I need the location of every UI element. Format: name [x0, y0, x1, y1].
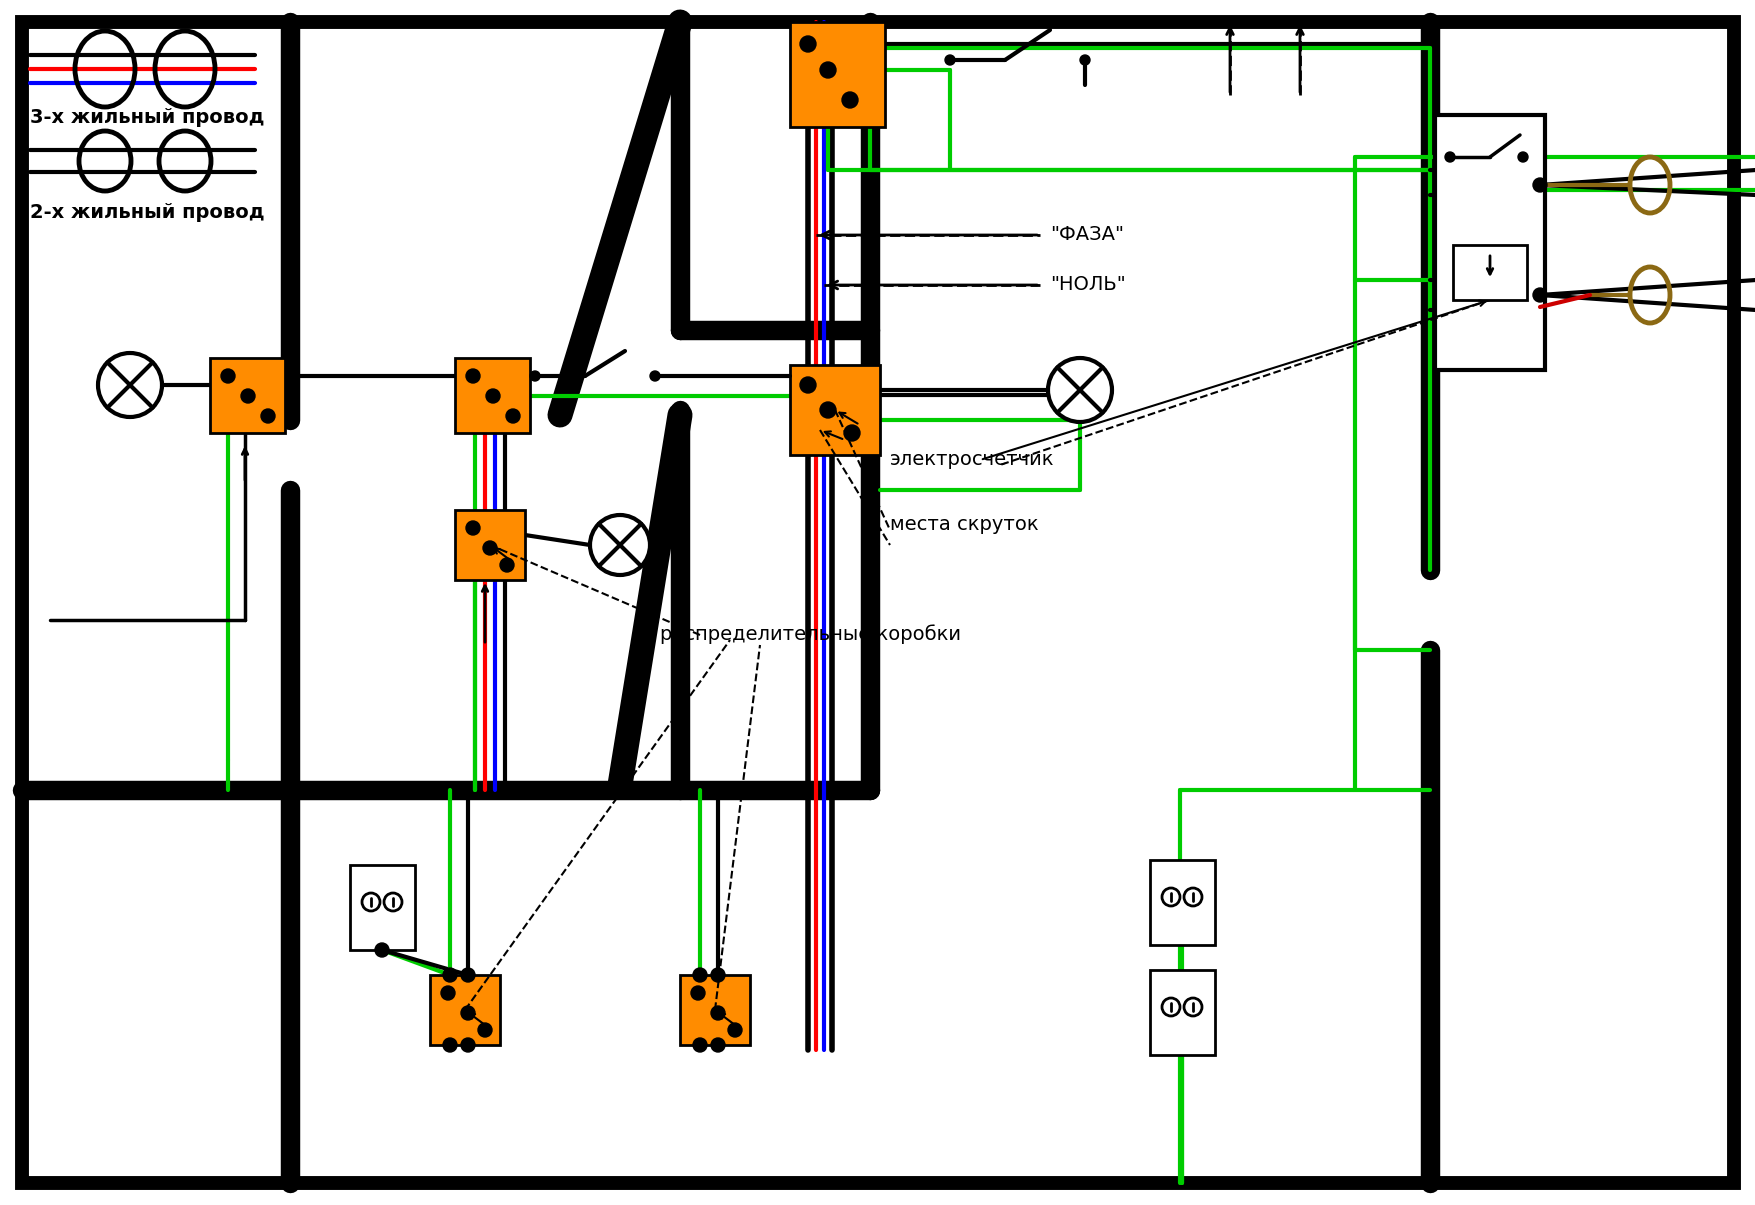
Circle shape: [441, 986, 455, 1000]
Circle shape: [376, 944, 390, 957]
Circle shape: [693, 1038, 707, 1052]
Text: распределительные коробки: распределительные коробки: [660, 624, 960, 643]
Circle shape: [711, 968, 725, 982]
Circle shape: [500, 558, 514, 572]
Circle shape: [944, 55, 955, 65]
Text: электросчетчик: электросчетчик: [890, 449, 1055, 469]
Circle shape: [98, 353, 161, 417]
Circle shape: [261, 408, 276, 423]
Circle shape: [1183, 998, 1202, 1016]
Circle shape: [442, 1038, 456, 1052]
Circle shape: [483, 541, 497, 556]
Circle shape: [384, 893, 402, 911]
Circle shape: [820, 402, 835, 418]
Text: "ФАЗА": "ФАЗА": [1049, 225, 1123, 245]
Circle shape: [505, 408, 519, 423]
Circle shape: [486, 389, 500, 402]
Circle shape: [728, 1023, 742, 1038]
Circle shape: [691, 986, 704, 1000]
Circle shape: [1162, 998, 1179, 1016]
Circle shape: [1162, 888, 1179, 906]
Circle shape: [844, 425, 860, 441]
Circle shape: [800, 377, 816, 393]
Circle shape: [693, 968, 707, 982]
Bar: [455, 358, 530, 433]
Circle shape: [1079, 55, 1090, 65]
Circle shape: [1183, 888, 1202, 906]
Circle shape: [711, 1038, 725, 1052]
Circle shape: [711, 1006, 725, 1019]
Circle shape: [841, 92, 858, 108]
Bar: [349, 865, 414, 950]
Circle shape: [462, 968, 476, 982]
Circle shape: [465, 369, 479, 383]
Text: места скруток: места скруток: [890, 515, 1037, 534]
Circle shape: [820, 61, 835, 78]
Circle shape: [649, 371, 660, 381]
Bar: [1150, 860, 1214, 945]
Bar: [679, 975, 749, 1045]
Circle shape: [362, 893, 379, 911]
Circle shape: [462, 1038, 476, 1052]
Bar: [790, 365, 879, 455]
Circle shape: [590, 515, 649, 575]
Circle shape: [1516, 152, 1527, 161]
Circle shape: [530, 371, 541, 381]
Bar: [1434, 114, 1544, 370]
Bar: [430, 975, 500, 1045]
Bar: [211, 358, 284, 433]
Circle shape: [800, 36, 816, 52]
Circle shape: [442, 968, 456, 982]
Circle shape: [221, 369, 235, 383]
Bar: [1451, 245, 1527, 300]
Circle shape: [240, 389, 254, 402]
Text: 2-х жильный провод: 2-х жильный провод: [30, 202, 265, 222]
Bar: [790, 22, 885, 127]
Bar: [455, 510, 525, 580]
Circle shape: [462, 1006, 476, 1019]
Circle shape: [477, 1023, 491, 1038]
Text: "НОЛЬ": "НОЛЬ": [1049, 276, 1125, 294]
Bar: [1150, 970, 1214, 1056]
Circle shape: [1532, 288, 1546, 302]
Circle shape: [1048, 358, 1111, 422]
Text: 3-х жильный провод: 3-х жильный провод: [30, 108, 265, 127]
Circle shape: [465, 521, 479, 535]
Circle shape: [1532, 178, 1546, 192]
Circle shape: [1444, 152, 1455, 161]
